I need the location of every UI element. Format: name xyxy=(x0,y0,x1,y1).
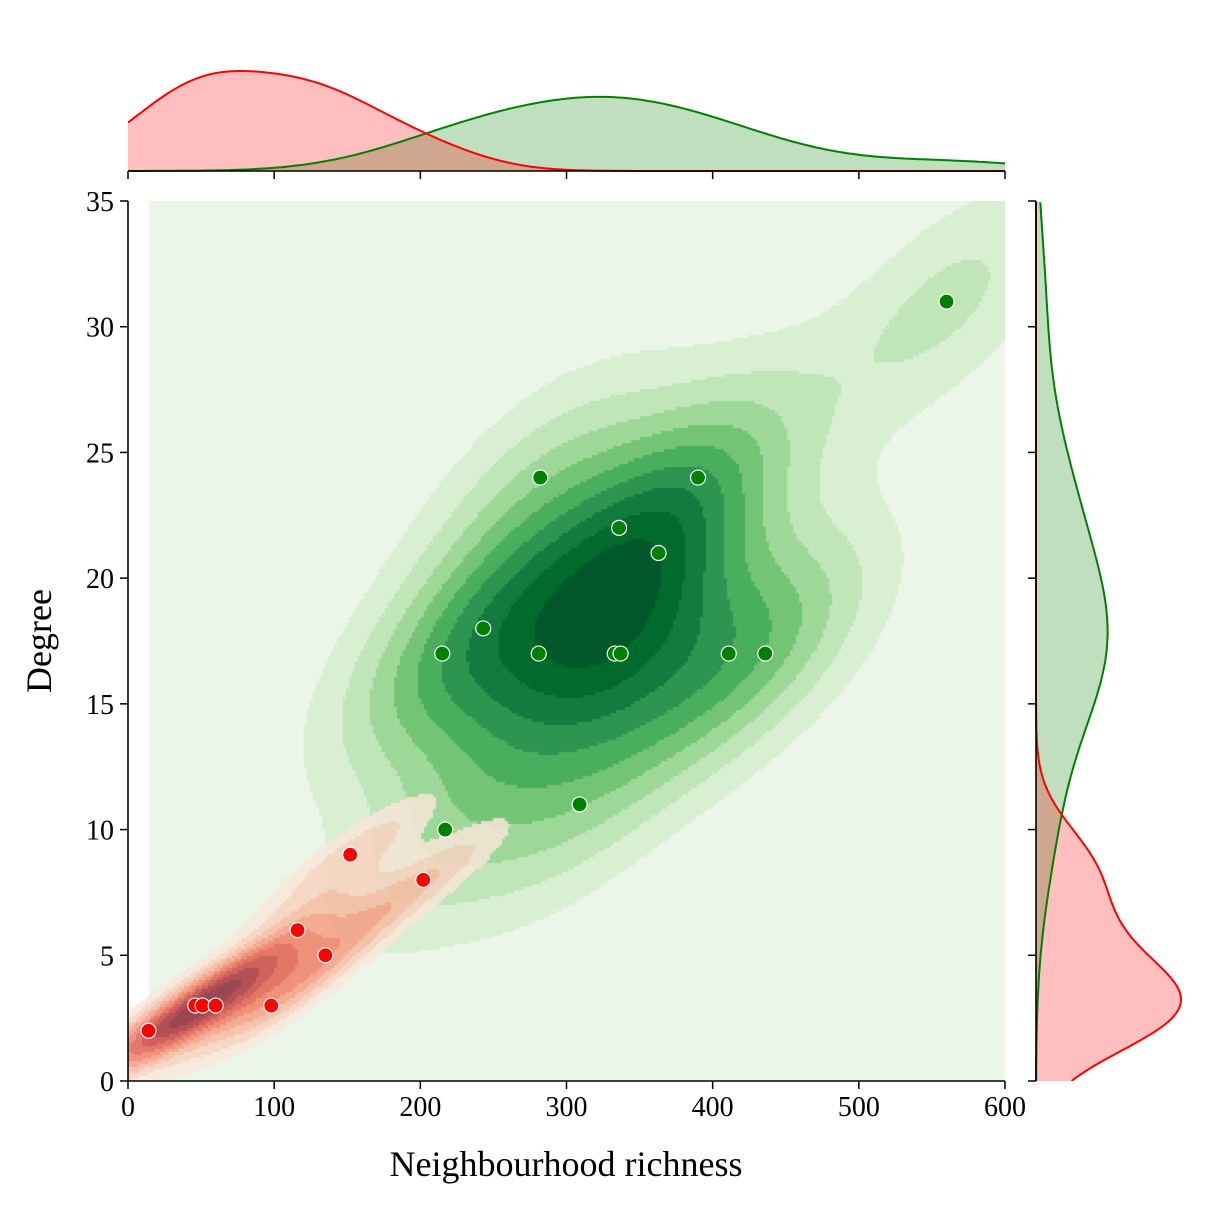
top-red-kde-fill xyxy=(128,71,1005,171)
red-point-4 xyxy=(317,947,334,964)
top-marginal-axis xyxy=(127,170,1006,179)
right-marginal-axis xyxy=(1028,200,1037,1082)
top-marginal-kde xyxy=(128,70,1005,172)
green-point-11 xyxy=(720,645,737,662)
x-tick-label: 500 xyxy=(838,1092,880,1123)
green-point-13 xyxy=(571,796,588,813)
x-tick-label: 200 xyxy=(399,1092,441,1123)
green-point-8 xyxy=(530,645,547,662)
top-green-kde-fill xyxy=(128,96,1005,171)
green-point-6 xyxy=(475,620,492,637)
right-green-kde-line xyxy=(1035,202,1109,1081)
y-tick-label: 30 xyxy=(86,313,114,344)
x-tick-label: 100 xyxy=(253,1092,295,1123)
y-tick-label: 5 xyxy=(100,941,114,972)
green-point-12 xyxy=(757,645,774,662)
main-axes: 0 100 200 300 400 500 600 0 5 10 15 20 25 30 35 xyxy=(86,187,1026,1123)
x-tick-label: 0 xyxy=(121,1092,135,1123)
x-tick-label: 400 xyxy=(692,1092,734,1123)
green-point-7 xyxy=(434,645,451,662)
y-tick-label: 35 xyxy=(86,187,114,218)
y-tick-label: 20 xyxy=(86,564,114,595)
x-tick-label: 600 xyxy=(984,1092,1026,1123)
green-point-4 xyxy=(611,519,628,536)
green-point-10 xyxy=(612,645,629,662)
bivariate-kde-contours xyxy=(128,201,1005,1081)
green-point-1 xyxy=(938,293,955,310)
right-green-kde-fill xyxy=(1036,201,1108,1081)
red-point-8 xyxy=(263,997,280,1014)
red-point-9 xyxy=(140,1022,157,1039)
red-point-3 xyxy=(289,922,306,939)
y-tick-label: 15 xyxy=(86,690,114,721)
right-red-kde-fill xyxy=(1036,201,1181,1081)
green-point-2 xyxy=(532,469,549,486)
x-tick-label: 300 xyxy=(546,1092,588,1123)
red-point-2 xyxy=(415,871,432,888)
y-axis-title: Degree xyxy=(19,589,59,693)
x-axis-title: Neighbourhood richness xyxy=(390,1144,743,1184)
y-tick-label: 0 xyxy=(100,1067,114,1098)
green-point-14 xyxy=(437,821,454,838)
y-tick-label: 10 xyxy=(86,816,114,847)
green-point-3 xyxy=(689,469,707,486)
scatter-points xyxy=(140,293,955,1039)
red-point-1 xyxy=(342,846,359,863)
green-point-5 xyxy=(650,544,667,562)
red-point-7 xyxy=(207,997,224,1014)
kde-density-raster xyxy=(128,201,1005,1081)
y-tick-label: 25 xyxy=(86,438,114,469)
top-green-kde-line xyxy=(128,95,1005,172)
right-marginal-kde xyxy=(1035,201,1183,1081)
